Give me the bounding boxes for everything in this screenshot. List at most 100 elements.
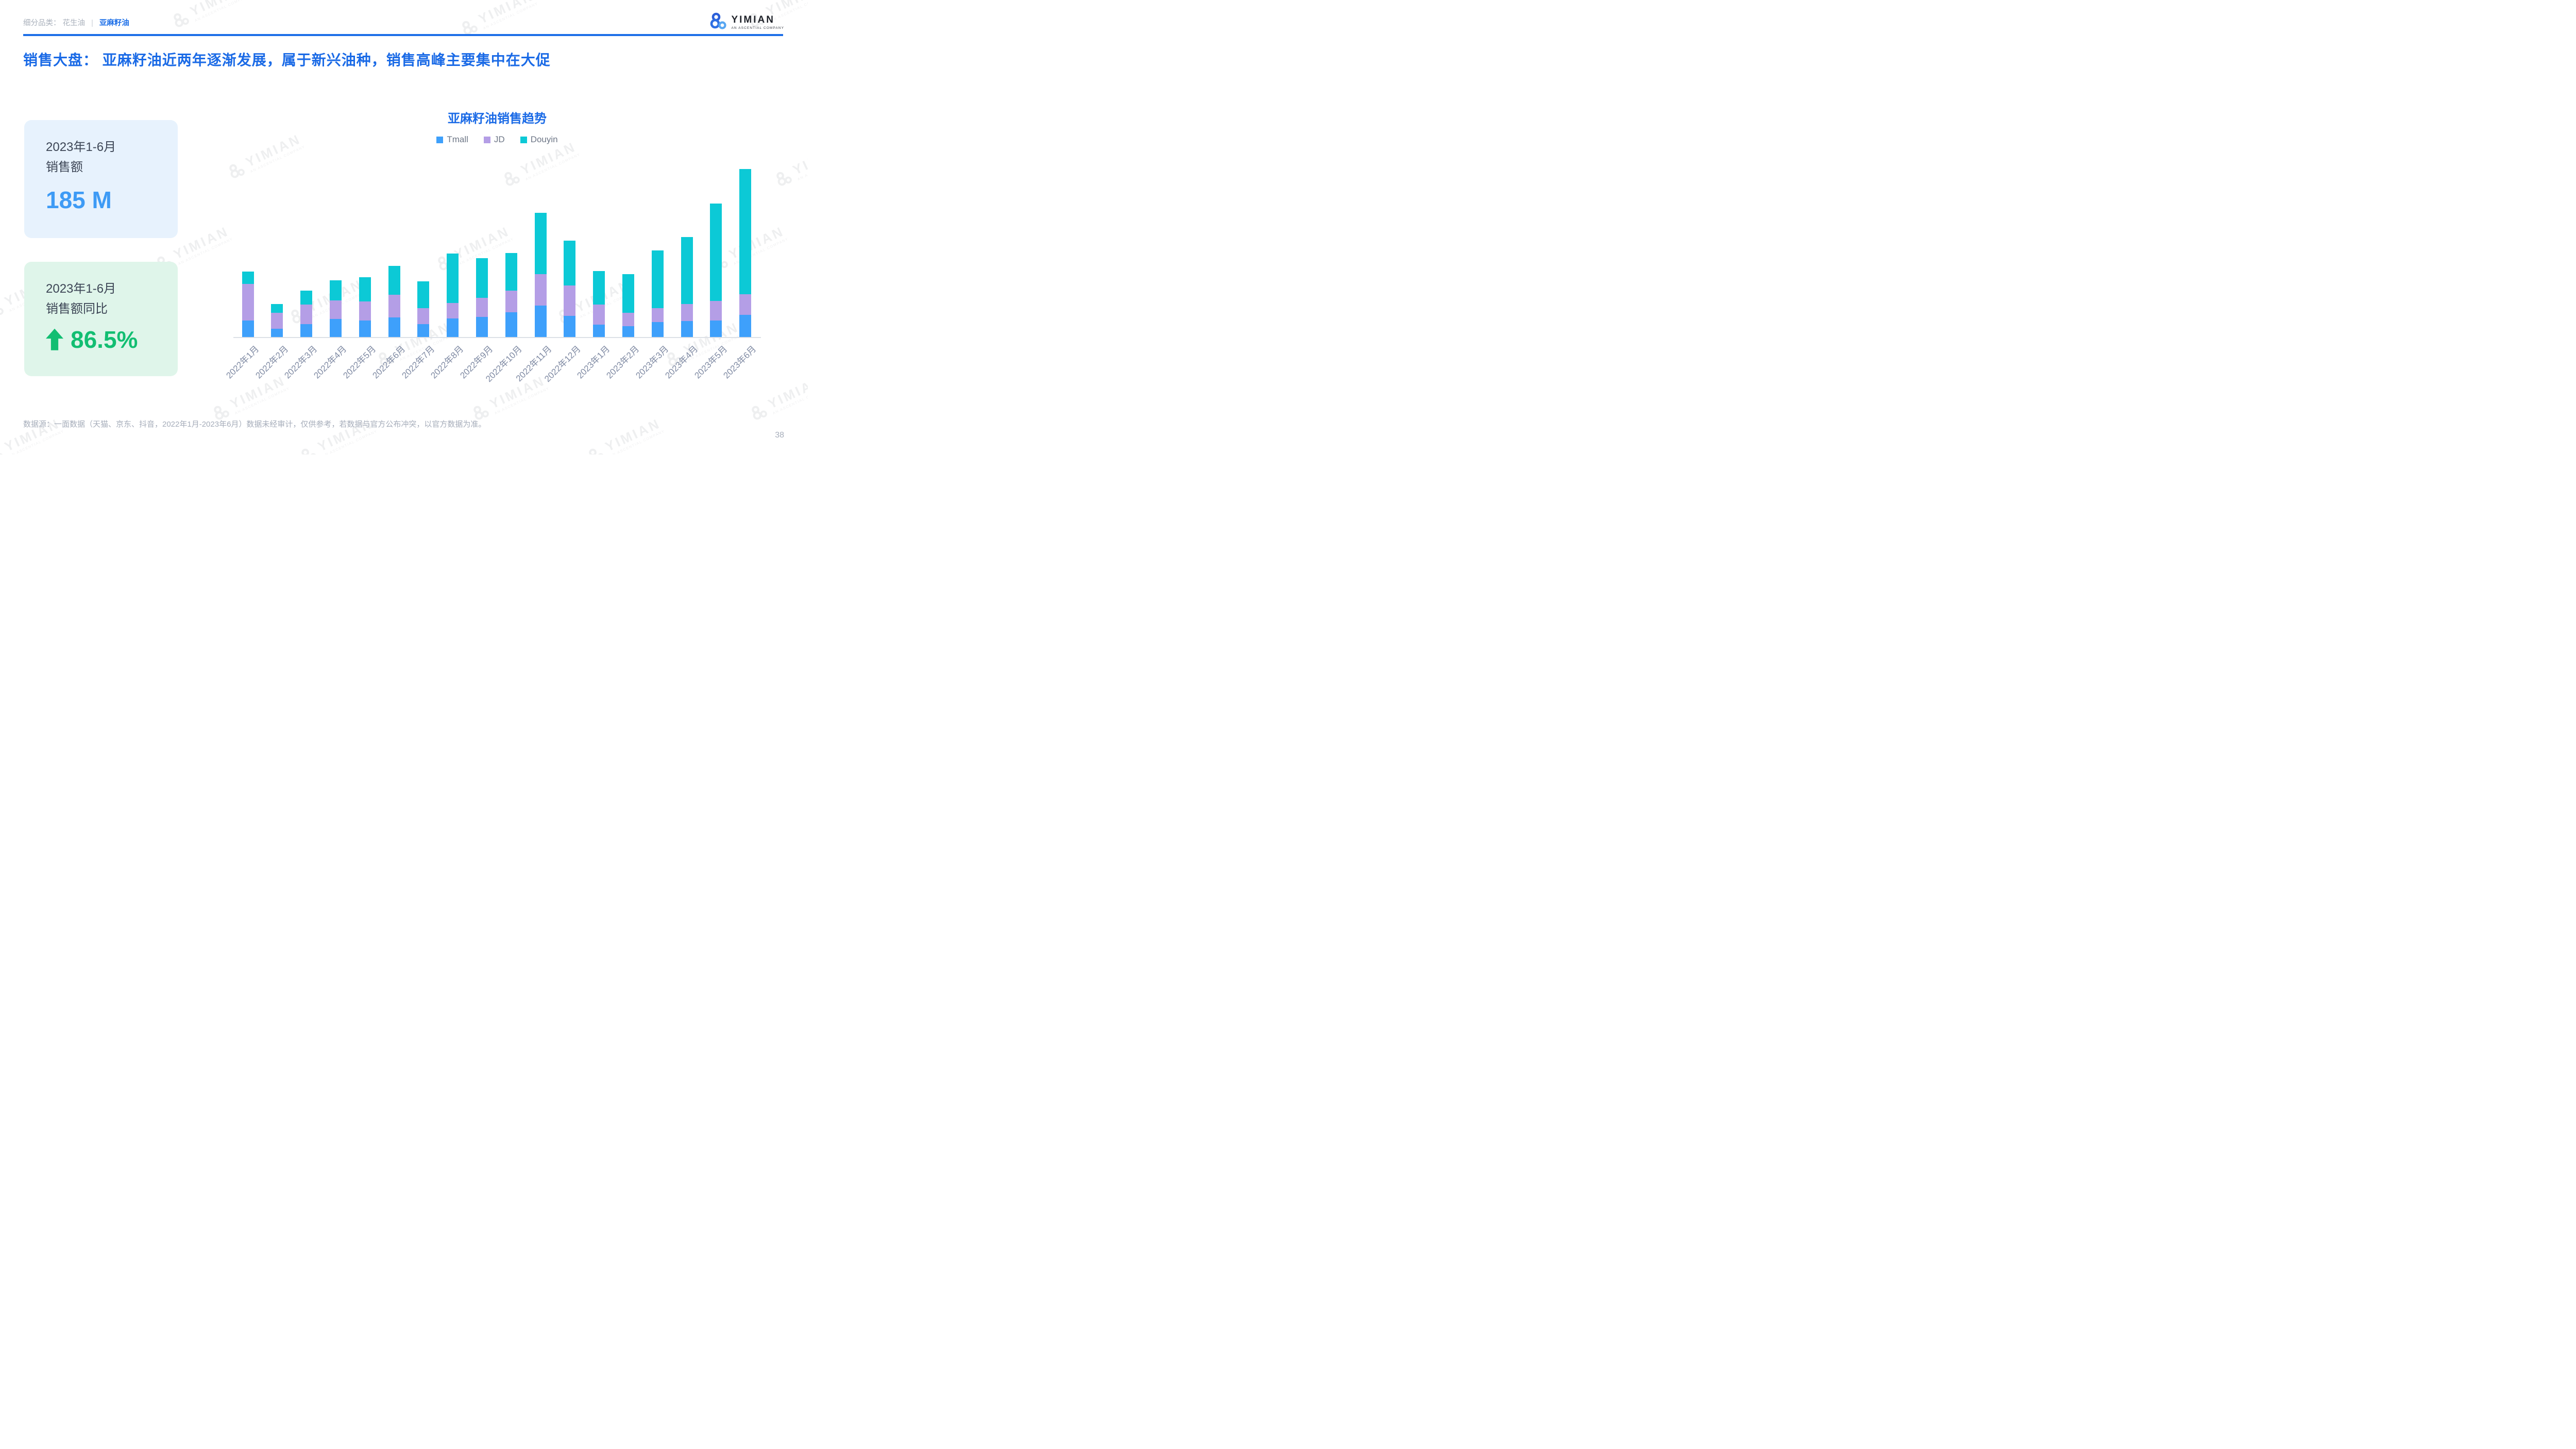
bar-segment-douyin [564,241,576,286]
watermark-logo-icon [174,13,189,27]
bar-segment-douyin [534,213,547,274]
legend-item-tmall[interactable]: Tmall [436,134,468,145]
bar-segment-tmall [710,320,722,337]
page-number: 38 [775,431,784,440]
x-axis-label: 2023年6月 [721,344,758,381]
bar-column [388,266,400,337]
bar-segment-jd [417,308,430,325]
bar-column [300,290,313,337]
bar-column [329,280,342,337]
breadcrumb: 细分品类： 花生油 | 亚麻籽油 [23,17,129,28]
breadcrumb-separator: | [91,19,93,27]
x-axis-label: 2022年4月 [312,344,349,381]
bar-segment-douyin [739,169,752,294]
bar-segment-douyin [447,253,459,303]
sales-total-label: 销售额 [46,160,83,174]
watermark-logo-icon [0,453,4,454]
legend-swatch-tmall [436,136,444,143]
bar-segment-tmall [447,318,459,337]
sales-yoy-card: 2023年1-6月 销售额同比 86.5% [24,262,178,376]
bar-segment-tmall [564,315,576,337]
watermark-logo-icon [667,352,683,366]
bar-segment-jd [593,305,605,325]
bar-column [622,274,634,337]
legend-item-jd[interactable]: JD [483,134,505,145]
up-arrow-icon [46,328,63,350]
data-source-note: 数据源：一面数据（天猫、京东、抖音，2022年1月-2023年6月）数据未经审计… [23,420,486,429]
chart-plot [233,162,761,338]
bar-column [242,271,254,337]
breadcrumb-item-flaxseed-oil[interactable]: 亚麻籽油 [99,19,129,27]
watermark-logo-icon [752,406,767,420]
bar-segment-tmall [739,314,752,337]
x-axis-label: 2023年4月 [663,344,700,381]
bar-segment-douyin [271,304,283,313]
sales-yoy-value: 86.5% [71,326,138,353]
bar-segment-tmall [505,312,517,337]
legend-item-douyin[interactable]: Douyin [520,134,558,145]
sales-yoy-label: 销售额同比 [46,301,108,316]
bar-segment-jd [300,305,313,324]
sales-total-period: 2023年1-6月 [46,140,116,154]
x-axis-label: 2022年1月 [224,344,261,381]
bar-segment-jd [681,304,693,321]
bar-segment-jd [476,298,488,317]
bar-segment-jd [622,312,634,327]
bar-segment-douyin [300,290,313,305]
bar-column [651,250,664,337]
bar-segment-douyin [329,280,342,300]
yimian-logo: YIMIAN AN ASCENTIAL COMPANY [710,12,784,32]
watermark-logo-icon [301,448,317,454]
bar-column [681,237,693,337]
header-divider [23,34,783,36]
bar-column [447,253,459,337]
bar-column [593,271,605,337]
bar-segment-jd [329,300,342,319]
bar-segment-tmall [271,329,283,337]
sales-total-card: 2023年1-6月 销售额 185 M [24,120,178,238]
bar-segment-tmall [476,317,488,337]
watermark-logo-icon [379,352,394,366]
x-axis-label: 2022年12月 [543,344,583,384]
x-axis-label: 2022年6月 [370,344,407,381]
bar-column [476,258,488,337]
x-axis-label: 2023年5月 [692,344,729,381]
watermark-logo-icon [0,308,4,315]
bar-segment-douyin [593,271,605,305]
x-axis-label: 2022年7月 [399,344,436,381]
bar-segment-jd [505,290,517,312]
bar-segment-tmall [300,324,313,337]
bar-column [534,213,547,337]
watermark-logo-icon [589,448,604,454]
x-axis-label: 2023年3月 [634,344,671,381]
slide-title: 销售大盘： 亚麻籽油近两年逐渐发展，属于新兴油种，销售高峰主要集中在大促 [23,52,551,68]
bar-segment-tmall [622,326,634,337]
bar-segment-jd [447,302,459,319]
bar-segment-jd [388,295,400,317]
x-axis-label: 2022年8月 [429,344,466,381]
bar-segment-douyin [710,204,722,301]
sales-yoy-period: 2023年1-6月 [46,282,116,296]
bar-segment-douyin [476,258,488,298]
bar-segment-douyin [359,277,371,301]
x-axis-label: 2023年2月 [604,344,641,381]
chart-title: 亚麻籽油销售趋势 [448,112,547,126]
breadcrumb-item-peanut-oil[interactable]: 花生油 [62,19,86,27]
bar-segment-douyin [242,271,254,284]
bar-segment-douyin [388,266,400,295]
bar-segment-tmall [242,320,254,337]
logo-subtitle: AN ASCENTIAL COMPANY [731,26,784,30]
bar-column [739,169,752,337]
x-axis-label: 2022年9月 [458,344,495,381]
legend-swatch-jd [483,136,490,143]
bar-segment-jd [534,274,547,306]
x-axis-label: 2022年3月 [282,344,319,381]
x-axis-label: 2022年5月 [341,344,378,381]
bar-segment-tmall [681,321,693,337]
